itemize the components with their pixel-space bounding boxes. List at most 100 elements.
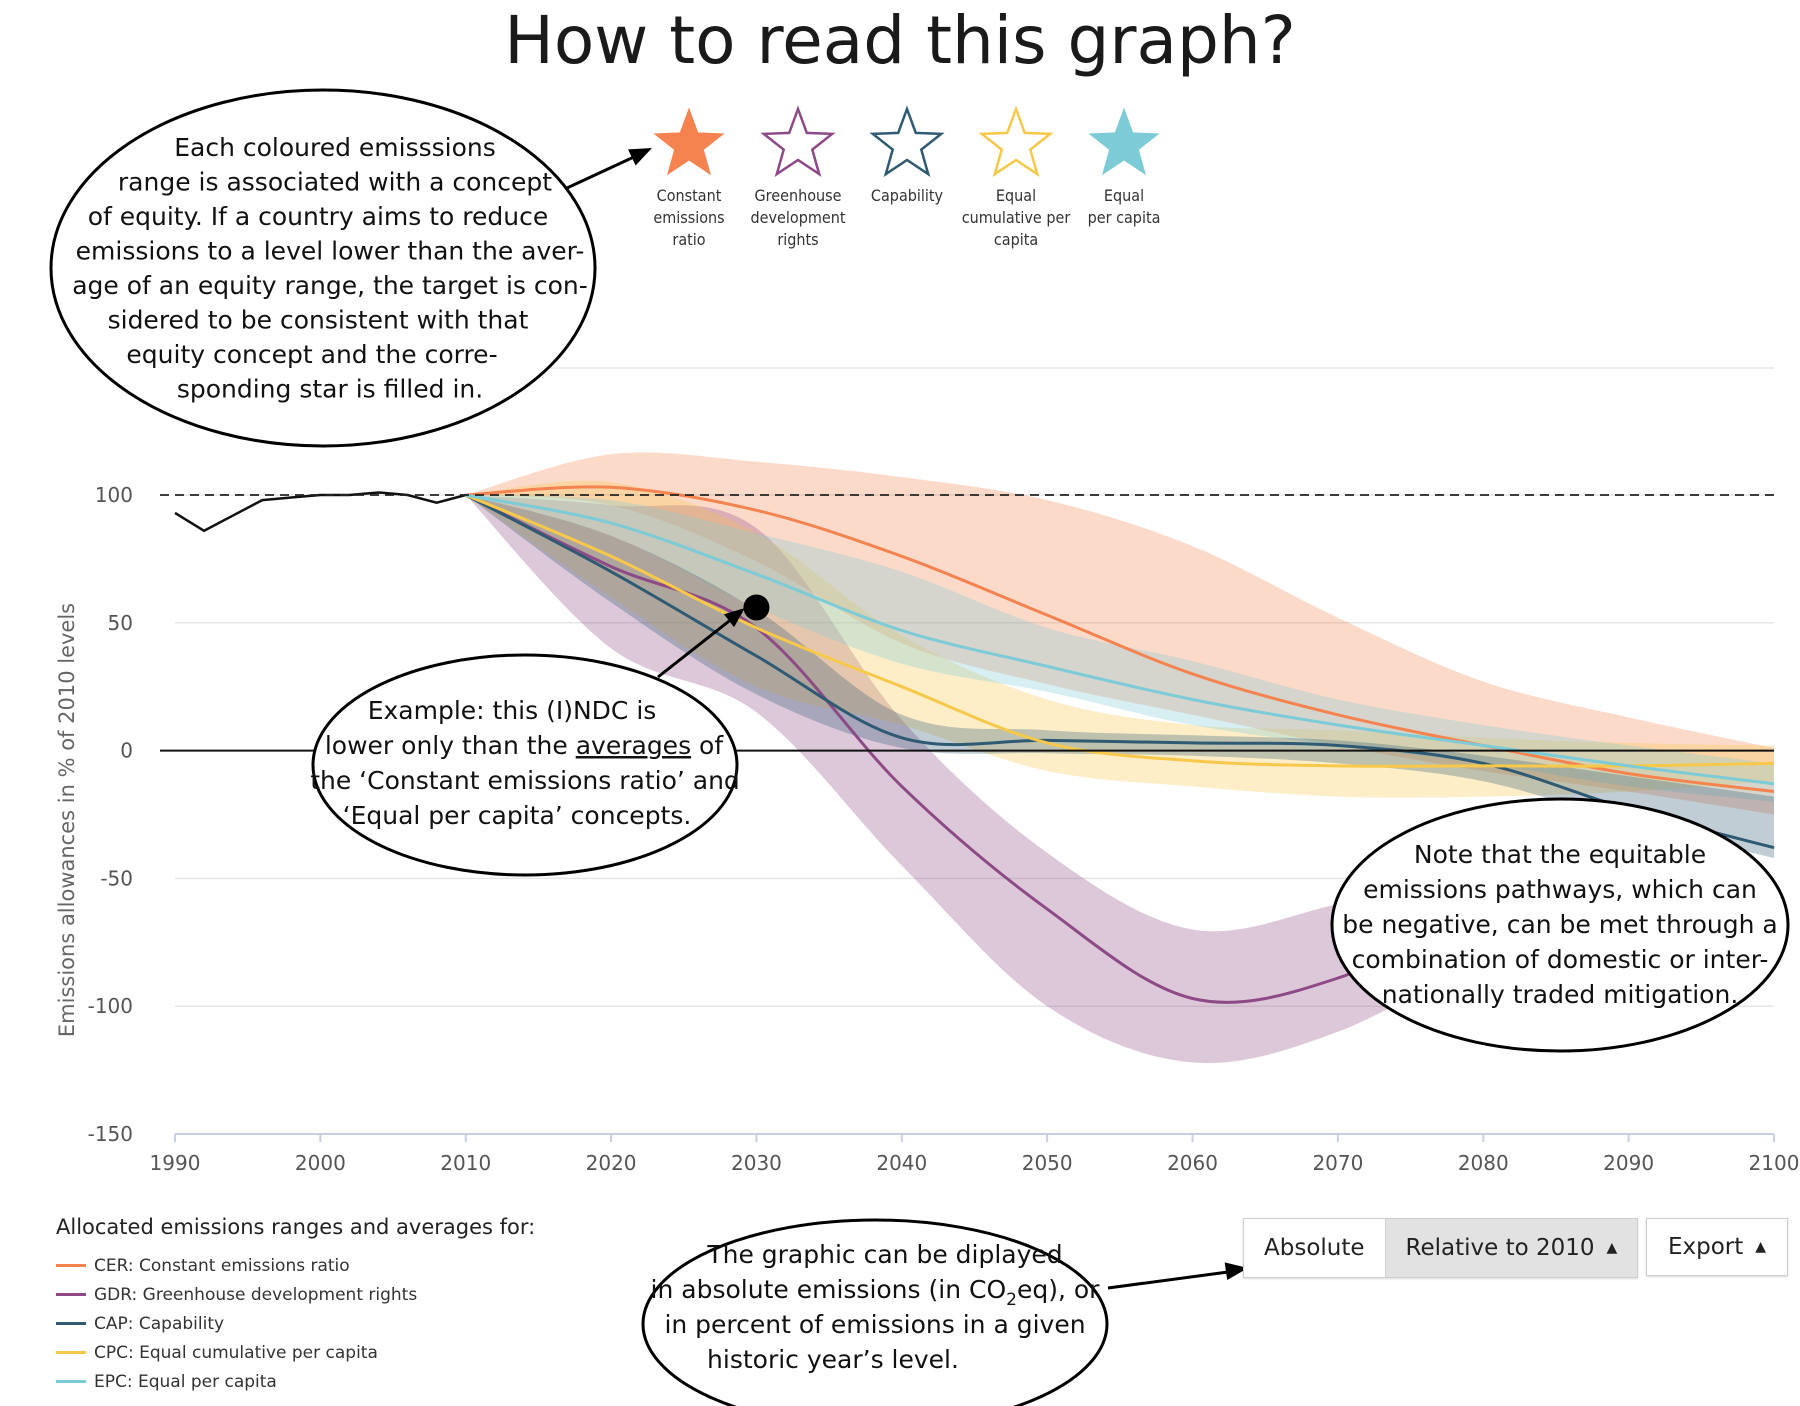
average-lines	[174, 485, 1775, 1004]
legend-title: Allocated emissions ranges and averages …	[56, 1215, 536, 1239]
negative-callout-text: be negative, can be met through a	[1342, 910, 1777, 939]
equity-callout-text: range is associated with a concept	[118, 168, 552, 197]
equity-callout-text: sidered to be consistent with that	[108, 306, 529, 335]
legend-swatch	[56, 1380, 86, 1383]
average-line-cer	[465, 485, 1775, 793]
y-tick-label: -150	[88, 1122, 133, 1146]
average-line-cpc	[465, 493, 1775, 768]
equity-callout-text: equity concept and the corre-	[126, 340, 497, 369]
range-band-epc	[465, 495, 1775, 802]
negative-callout-text: nationally traded mitigation.	[1382, 980, 1739, 1009]
legend-label: CER: Constant emissions ratio	[94, 1255, 350, 1276]
star-label-cer: emissions	[653, 208, 724, 227]
legend-item[interactable]: GDR: Greenhouse development rights	[56, 1280, 535, 1309]
equity-callout-text: sponding star is filled in.	[177, 375, 483, 404]
y-tick-label: 50	[108, 611, 133, 635]
export-button[interactable]: Export ▲	[1646, 1218, 1788, 1276]
display-callout-bubble	[641, 1218, 1109, 1406]
historic-emissions-line	[174, 491, 467, 533]
relative-to-2010-button[interactable]: Relative to 2010 ▲	[1384, 1219, 1638, 1277]
y-axis-title: Emissions allowances in % of 2010 levels	[55, 603, 79, 1037]
legend-swatch	[56, 1322, 86, 1325]
star-label-gdr: rights	[777, 230, 818, 249]
equity-stars: Constant emissions ratio Greenhouse developm…	[653, 105, 1161, 249]
x-tick-label: 2050	[1022, 1151, 1073, 1175]
legend-swatch	[56, 1293, 86, 1296]
arrow-head-icon	[1224, 1262, 1248, 1280]
star-cer-filled-star-icon	[653, 107, 725, 176]
x-tick-label: 2040	[876, 1151, 927, 1175]
legend: Allocated emissions ranges and averages …	[56, 1215, 535, 1396]
star-label-cer: Constant	[657, 186, 722, 205]
example-callout-text: lower only than the averages of	[325, 731, 724, 760]
example-callout-bubble	[311, 653, 739, 877]
absolute-button[interactable]: Absolute	[1244, 1219, 1385, 1277]
callouts: Each coloured emisssions range is associa…	[49, 88, 1790, 1406]
average-line-gdr	[465, 493, 1484, 1004]
display-callout-text: The graphic can be diplayed	[706, 1240, 1062, 1269]
relative-label: Relative to 2010	[1405, 1235, 1595, 1261]
equity-callout-text: of equity. If a country aims to reduce	[88, 202, 549, 231]
x-tick-label: 2100	[1749, 1151, 1800, 1175]
star-gdr-outline-star-icon	[760, 105, 836, 178]
star-label-cer: ratio	[672, 230, 705, 249]
equity-callout-text: emissions to a level lower than the aver…	[76, 237, 585, 266]
x-tick-label: 2000	[295, 1151, 346, 1175]
display-mode-toggle: Absolute Relative to 2010 ▲	[1243, 1218, 1639, 1278]
x-tick-label: 2080	[1458, 1151, 1509, 1175]
legend-swatch	[56, 1351, 86, 1354]
y-tick-label: 0	[120, 739, 133, 763]
y-tick-label: -50	[100, 866, 133, 890]
legend-label: CPC: Equal cumulative per capita	[94, 1342, 378, 1363]
equity-callout-text: age of an equity range, the target is co…	[72, 271, 588, 300]
range-band-cer	[465, 452, 1775, 815]
range-band-cpc	[465, 480, 1775, 798]
equity-callout-text: Each coloured emisssions	[174, 133, 496, 162]
axes: 100 50 0 -50 -100 -150 1990 2000 2010 2020 2030 204…	[88, 483, 1800, 1175]
absolute-label: Absolute	[1264, 1235, 1365, 1261]
negative-callout-bubble	[1330, 797, 1790, 1053]
x-tick-label: 2070	[1312, 1151, 1363, 1175]
legend-swatch	[56, 1264, 86, 1267]
star-epc-filled-star-icon	[1088, 107, 1160, 176]
star-label-epc: per capita	[1088, 208, 1161, 227]
ndc-target-point	[743, 594, 770, 621]
average-line-cap	[465, 493, 1775, 850]
caret-up-icon: ▲	[1755, 1239, 1767, 1255]
y-tick-label: -100	[88, 994, 133, 1018]
example-callout-text: Example: this (I)NDC is	[368, 696, 657, 725]
y-tick-label: 100	[95, 483, 133, 507]
legend-item[interactable]: CAP: Capability	[56, 1309, 535, 1338]
star-label-cpc: cumulative per	[962, 208, 1071, 227]
display-callout-text: in absolute emissions (in CO2eq), or	[651, 1275, 1101, 1310]
legend-label: EPC: Equal per capita	[94, 1371, 277, 1392]
star-label-cap: Capability	[871, 186, 944, 205]
equity-callout-pointer	[566, 154, 637, 190]
legend-item[interactable]: CPC: Equal cumulative per capita	[56, 1338, 535, 1367]
legend-item[interactable]: CER: Constant emissions ratio	[56, 1251, 535, 1280]
example-callout-pointer	[657, 616, 734, 679]
display-callout-text: historic year’s level.	[707, 1345, 959, 1374]
equity-callout-bubble	[49, 88, 597, 448]
caret-up-icon: ▲	[1606, 1240, 1618, 1256]
legend-label: CAP: Capability	[94, 1313, 225, 1334]
x-tick-label: 2090	[1603, 1151, 1654, 1175]
example-callout-text: ‘Equal per capita’ concepts.	[343, 801, 692, 830]
x-tick-label: 1990	[150, 1151, 201, 1175]
export-label: Export	[1667, 1234, 1744, 1260]
legend-item[interactable]: EPC: Equal per capita	[56, 1367, 535, 1396]
display-callout-pointer	[1107, 1270, 1229, 1290]
star-cap-outline-star-icon	[869, 105, 945, 178]
star-label-epc: Equal	[1104, 186, 1144, 205]
arrow-head-icon	[628, 148, 652, 166]
star-label-gdr: Greenhouse	[755, 186, 842, 205]
star-label-cpc: capita	[994, 230, 1038, 249]
negative-callout-text: emissions pathways, which can	[1363, 875, 1757, 904]
example-callout-text: the ‘Constant emissions ratio’ and	[310, 766, 740, 795]
x-tick-label: 2060	[1167, 1151, 1218, 1175]
star-label-gdr: development	[751, 208, 846, 227]
average-line-epc	[465, 493, 1775, 786]
page-title: How to read this graph?	[504, 2, 1296, 79]
x-tick-label: 2010	[440, 1151, 491, 1175]
